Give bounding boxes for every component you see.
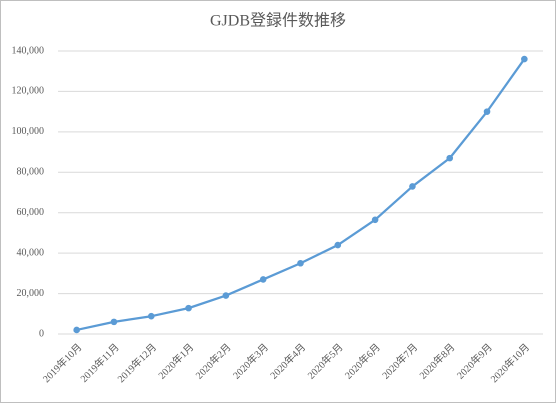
y-tick-label: 100,000 bbox=[12, 126, 45, 137]
y-tick-label: 40,000 bbox=[17, 247, 45, 258]
y-tick-label: 80,000 bbox=[17, 167, 45, 178]
y-tick-label: 20,000 bbox=[17, 288, 45, 299]
data-point bbox=[483, 108, 491, 115]
y-tick-label: 120,000 bbox=[12, 86, 45, 97]
data-point bbox=[371, 216, 379, 224]
y-tick-label: 0 bbox=[39, 328, 44, 339]
data-point bbox=[521, 55, 528, 63]
data-point bbox=[185, 304, 192, 312]
data-point bbox=[446, 154, 454, 162]
y-tick-label: 60,000 bbox=[17, 207, 45, 218]
data-point bbox=[110, 318, 118, 326]
data-point bbox=[297, 259, 304, 267]
data-point bbox=[409, 183, 416, 190]
chart-title: GJDB登録件数推移 bbox=[210, 12, 346, 30]
data-point bbox=[222, 292, 230, 299]
y-tick-label: 140,000 bbox=[12, 45, 45, 56]
data-point bbox=[259, 276, 267, 283]
data-point bbox=[334, 241, 342, 249]
data-point bbox=[73, 326, 80, 334]
data-point bbox=[147, 312, 155, 320]
